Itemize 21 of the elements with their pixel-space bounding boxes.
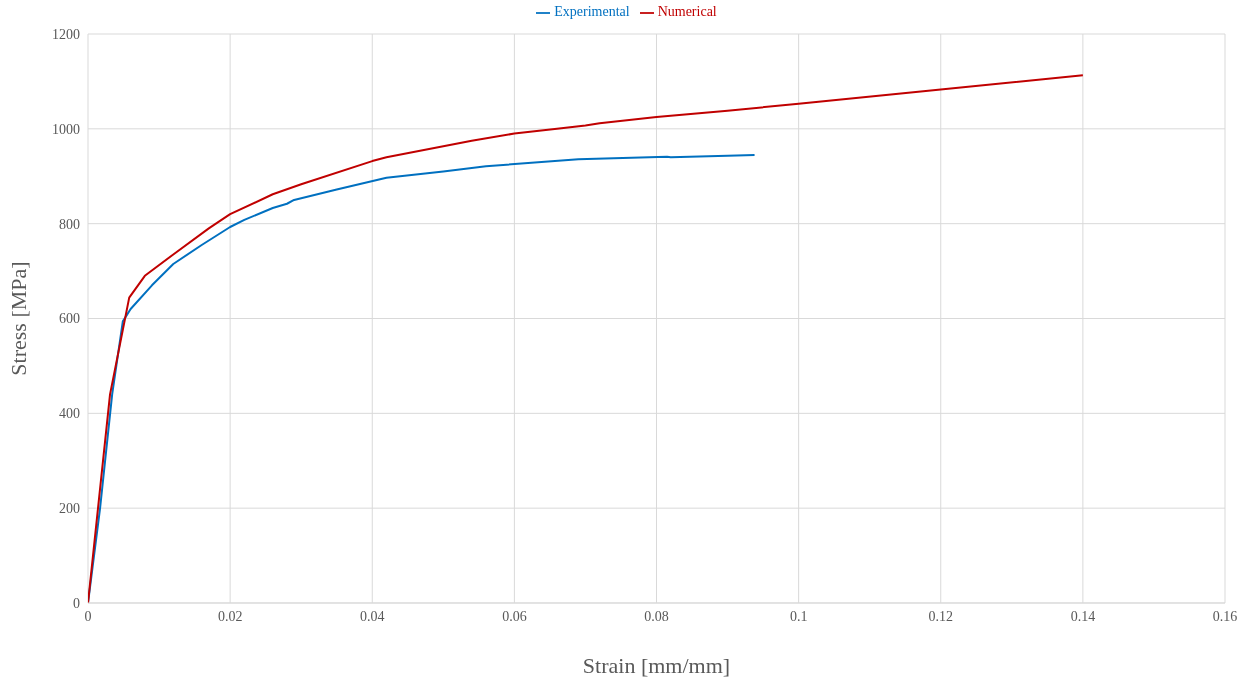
- x-tick-label: 0.08: [644, 608, 669, 624]
- y-tick-label: 800: [59, 216, 80, 232]
- legend-label: Numerical: [657, 4, 717, 19]
- y-tick-label: 600: [59, 311, 80, 327]
- x-tick-label: 0.04: [360, 608, 385, 624]
- y-tick-label: 0: [73, 595, 80, 611]
- x-tick-label: 0.1: [789, 608, 808, 624]
- x-tick-label: 0.16: [1212, 608, 1238, 624]
- legend-label: Experimental: [554, 4, 630, 19]
- y-tick-label: 400: [59, 406, 80, 422]
- y-axis-title: Stress [MPa]: [5, 261, 31, 376]
- y-tick-label: 1000: [52, 121, 80, 137]
- x-axis-title: Strain [mm/mm]: [582, 653, 731, 678]
- x-tick-label: 0.02: [217, 608, 243, 624]
- x-tick-label: 0.12: [928, 608, 953, 624]
- x-tick-label: 0.06: [502, 608, 527, 624]
- y-tick-label: 200: [59, 501, 80, 517]
- line-series: [88, 74, 1084, 603]
- y-tick-label: 1200: [52, 26, 80, 42]
- x-tick-label: 0: [84, 608, 92, 624]
- x-tick-label: 0.14: [1070, 608, 1096, 624]
